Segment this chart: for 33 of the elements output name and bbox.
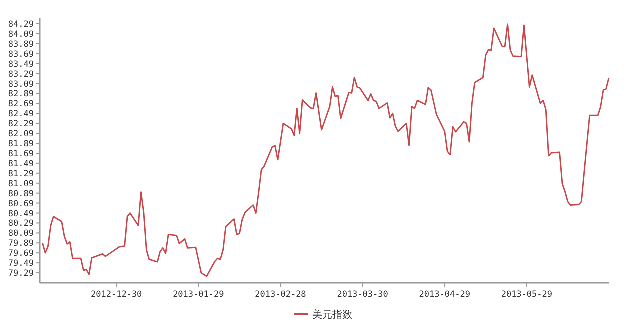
y-tick-label: 82.89 [8,90,34,100]
x-tick-label: 2013-05-29 [501,290,553,300]
y-tick-label: 79.69 [8,249,34,260]
y-tick-label: 83.09 [8,80,34,90]
y-tick-label: 83.29 [8,70,34,80]
y-tick-label: 80.09 [8,229,34,240]
x-tick-label: 2013-01-29 [173,290,224,300]
x-tick-label: 2013-02-28 [255,290,306,300]
y-tick-label: 79.89 [8,239,34,250]
y-tick-label: 81.29 [8,169,34,180]
y-tick-label: 83.89 [8,40,34,50]
y-tick-label: 80.49 [8,209,34,220]
y-tick-label: 81.69 [8,149,34,160]
y-tick-label: 84.09 [8,30,34,40]
y-tick-label: 84.29 [8,20,34,30]
y-tick-label: 82.49 [8,110,34,120]
y-tick-label: 82.09 [8,130,34,140]
y-tick-label: 81.89 [8,140,34,150]
x-tick-label: 2013-03-30 [337,290,388,300]
y-tick-label: 79.49 [8,259,34,270]
y-tick-label: 79.29 [8,269,34,280]
y-tick-label: 82.29 [8,120,34,130]
y-tick-label: 81.09 [8,179,34,190]
y-tick-label: 80.89 [8,189,34,200]
y-tick-label: 80.29 [8,219,34,230]
legend-label: 美元指数 [312,309,352,321]
x-tick-label: 2012-12-30 [91,290,142,300]
y-tick-label: 83.69 [8,50,34,60]
x-tick-label: 2013-04-29 [419,290,470,300]
y-tick-label: 82.69 [8,100,34,110]
y-tick-label: 81.49 [8,159,34,170]
y-tick-label: 80.69 [8,199,34,210]
y-tick-label: 83.49 [8,60,34,70]
